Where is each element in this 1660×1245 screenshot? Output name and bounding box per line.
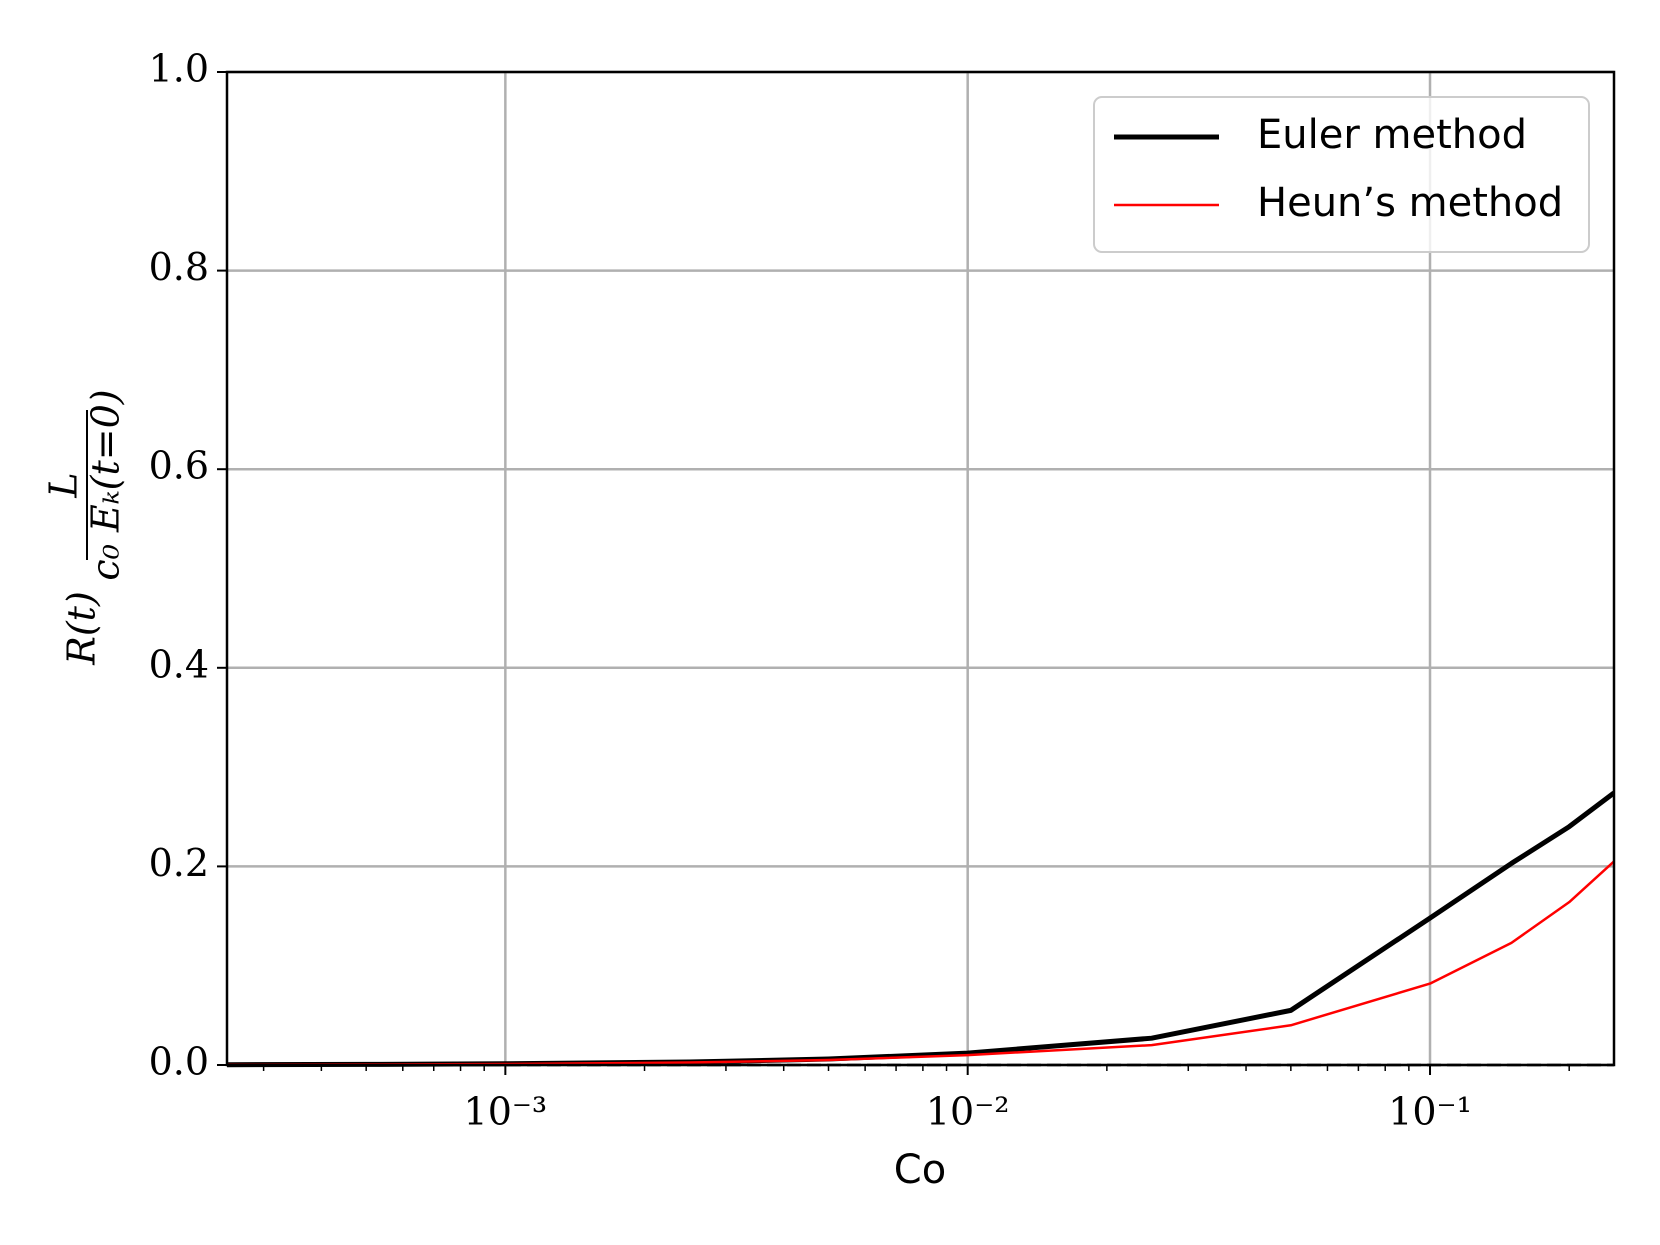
y-label-prefix: R(t) (60, 591, 104, 666)
y-axis-label: R(t) L c₀ Eₖ(t=0) (42, 389, 128, 665)
y-label-numerator: L (42, 472, 86, 498)
x-tick-label: 10⁻³ (464, 1090, 548, 1134)
y-tick-label: 1.0 (149, 47, 209, 91)
legend-label: Euler method (1257, 112, 1527, 158)
y-tick-label: 0.8 (149, 245, 209, 289)
legend-label: Heun’s method (1257, 180, 1563, 226)
y-tick-label: 0.6 (149, 444, 209, 488)
y-tick-label: 0.4 (149, 642, 209, 686)
axes-frame (225, 70, 1616, 1067)
data-line (227, 860, 1614, 1067)
x-axis-label: Co (894, 1147, 946, 1193)
x-tick-label: 10⁻¹ (1388, 1090, 1472, 1134)
x-tick-label: 10⁻² (926, 1090, 1010, 1134)
y-label-denominator: c₀ Eₖ(t=0) (84, 389, 128, 580)
y-tick-label: 0.2 (149, 841, 209, 885)
y-tick-label: 0.0 (149, 1040, 209, 1084)
data-line (227, 790, 1614, 1068)
